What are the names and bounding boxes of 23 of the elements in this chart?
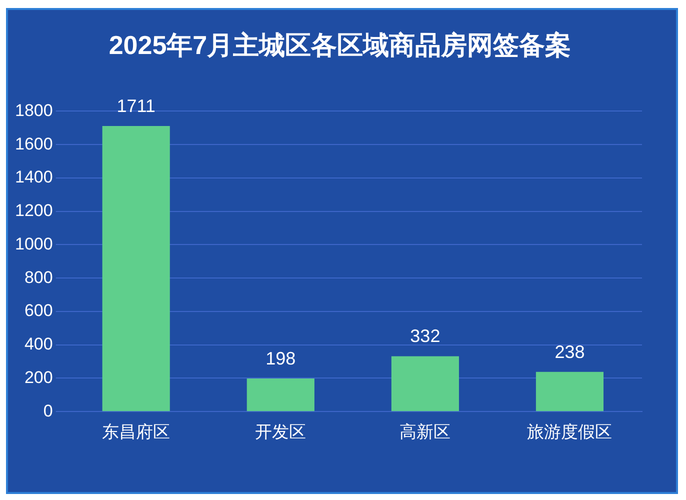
y-tick-label: 400 <box>24 334 53 354</box>
y-tick-label: 200 <box>24 368 53 387</box>
x-tick-label: 东昌府区 <box>102 422 170 442</box>
x-tick-label: 开发区 <box>255 422 306 442</box>
y-tick-label: 1000 <box>14 234 53 254</box>
data-label: 1711 <box>116 96 156 116</box>
data-label: 238 <box>554 342 585 362</box>
y-tick-label: 0 <box>43 401 53 420</box>
y-tick-label: 1200 <box>14 201 53 220</box>
bar <box>246 378 314 412</box>
y-tick-label: 1400 <box>14 168 53 187</box>
x-tick-label: 高新区 <box>400 422 451 442</box>
y-tick-label: 600 <box>24 301 53 320</box>
bar <box>102 126 170 412</box>
bar <box>536 372 604 412</box>
bar <box>391 356 459 412</box>
x-tick-label: 旅游度假区 <box>527 422 612 442</box>
chart-title: 2025年7月主城区各区域商品房网签备案 <box>108 29 572 62</box>
y-tick-label: 1800 <box>14 100 53 120</box>
y-tick-label: 800 <box>24 268 53 287</box>
y-tick-label: 1600 <box>14 134 53 154</box>
data-label: 198 <box>266 348 296 369</box>
data-label: 332 <box>410 326 440 346</box>
